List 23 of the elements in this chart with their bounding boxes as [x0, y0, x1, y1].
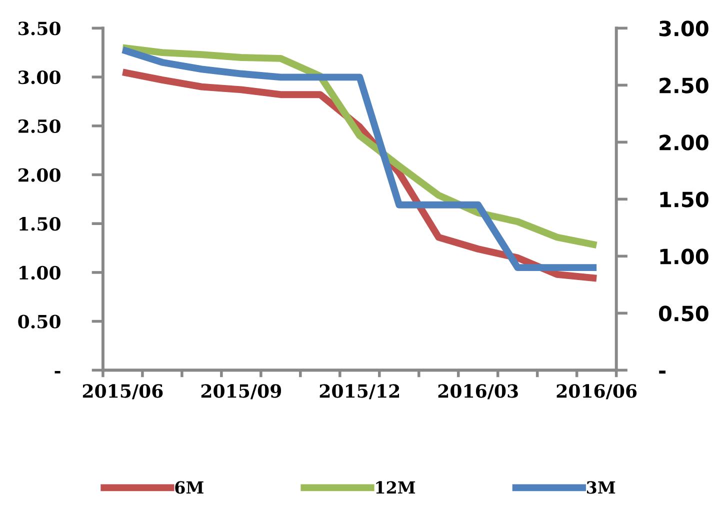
legend-label: 3M	[586, 481, 616, 494]
y-tick-label: 2.50	[18, 119, 60, 133]
y-tick-label: 1.00	[20, 266, 60, 280]
x-tick-label: 2015/12	[320, 384, 400, 400]
y-tick-label: 2.00	[18, 168, 60, 182]
y2-tick-label: 3.00	[659, 20, 708, 36]
y-tick-label: 3.00	[18, 70, 60, 84]
y2-tick-label: -	[659, 370, 666, 374]
y-tick-label: 0.50	[18, 314, 60, 328]
x-tick-label: 2015/09	[201, 384, 282, 400]
y2-tick-label: 2.00	[660, 134, 708, 150]
y2-tick-label: 1.50	[660, 192, 708, 208]
y2-tick-label: 1.00	[660, 248, 708, 264]
y-tick-label: -	[54, 371, 60, 374]
x-tick-label: 2016/03	[438, 384, 518, 400]
y2-tick-label: 2.50	[660, 78, 708, 94]
x-tick-label: 2016/06	[556, 384, 637, 400]
y-tick-label: 1.50	[20, 217, 60, 231]
y2-tick-label: 0.50	[658, 306, 708, 322]
legend-label: 12M	[376, 481, 416, 494]
legend-label: 6M	[175, 481, 204, 494]
y-tick-label: 3.50	[18, 22, 60, 36]
x-tick-label: 2015/06	[82, 384, 163, 400]
